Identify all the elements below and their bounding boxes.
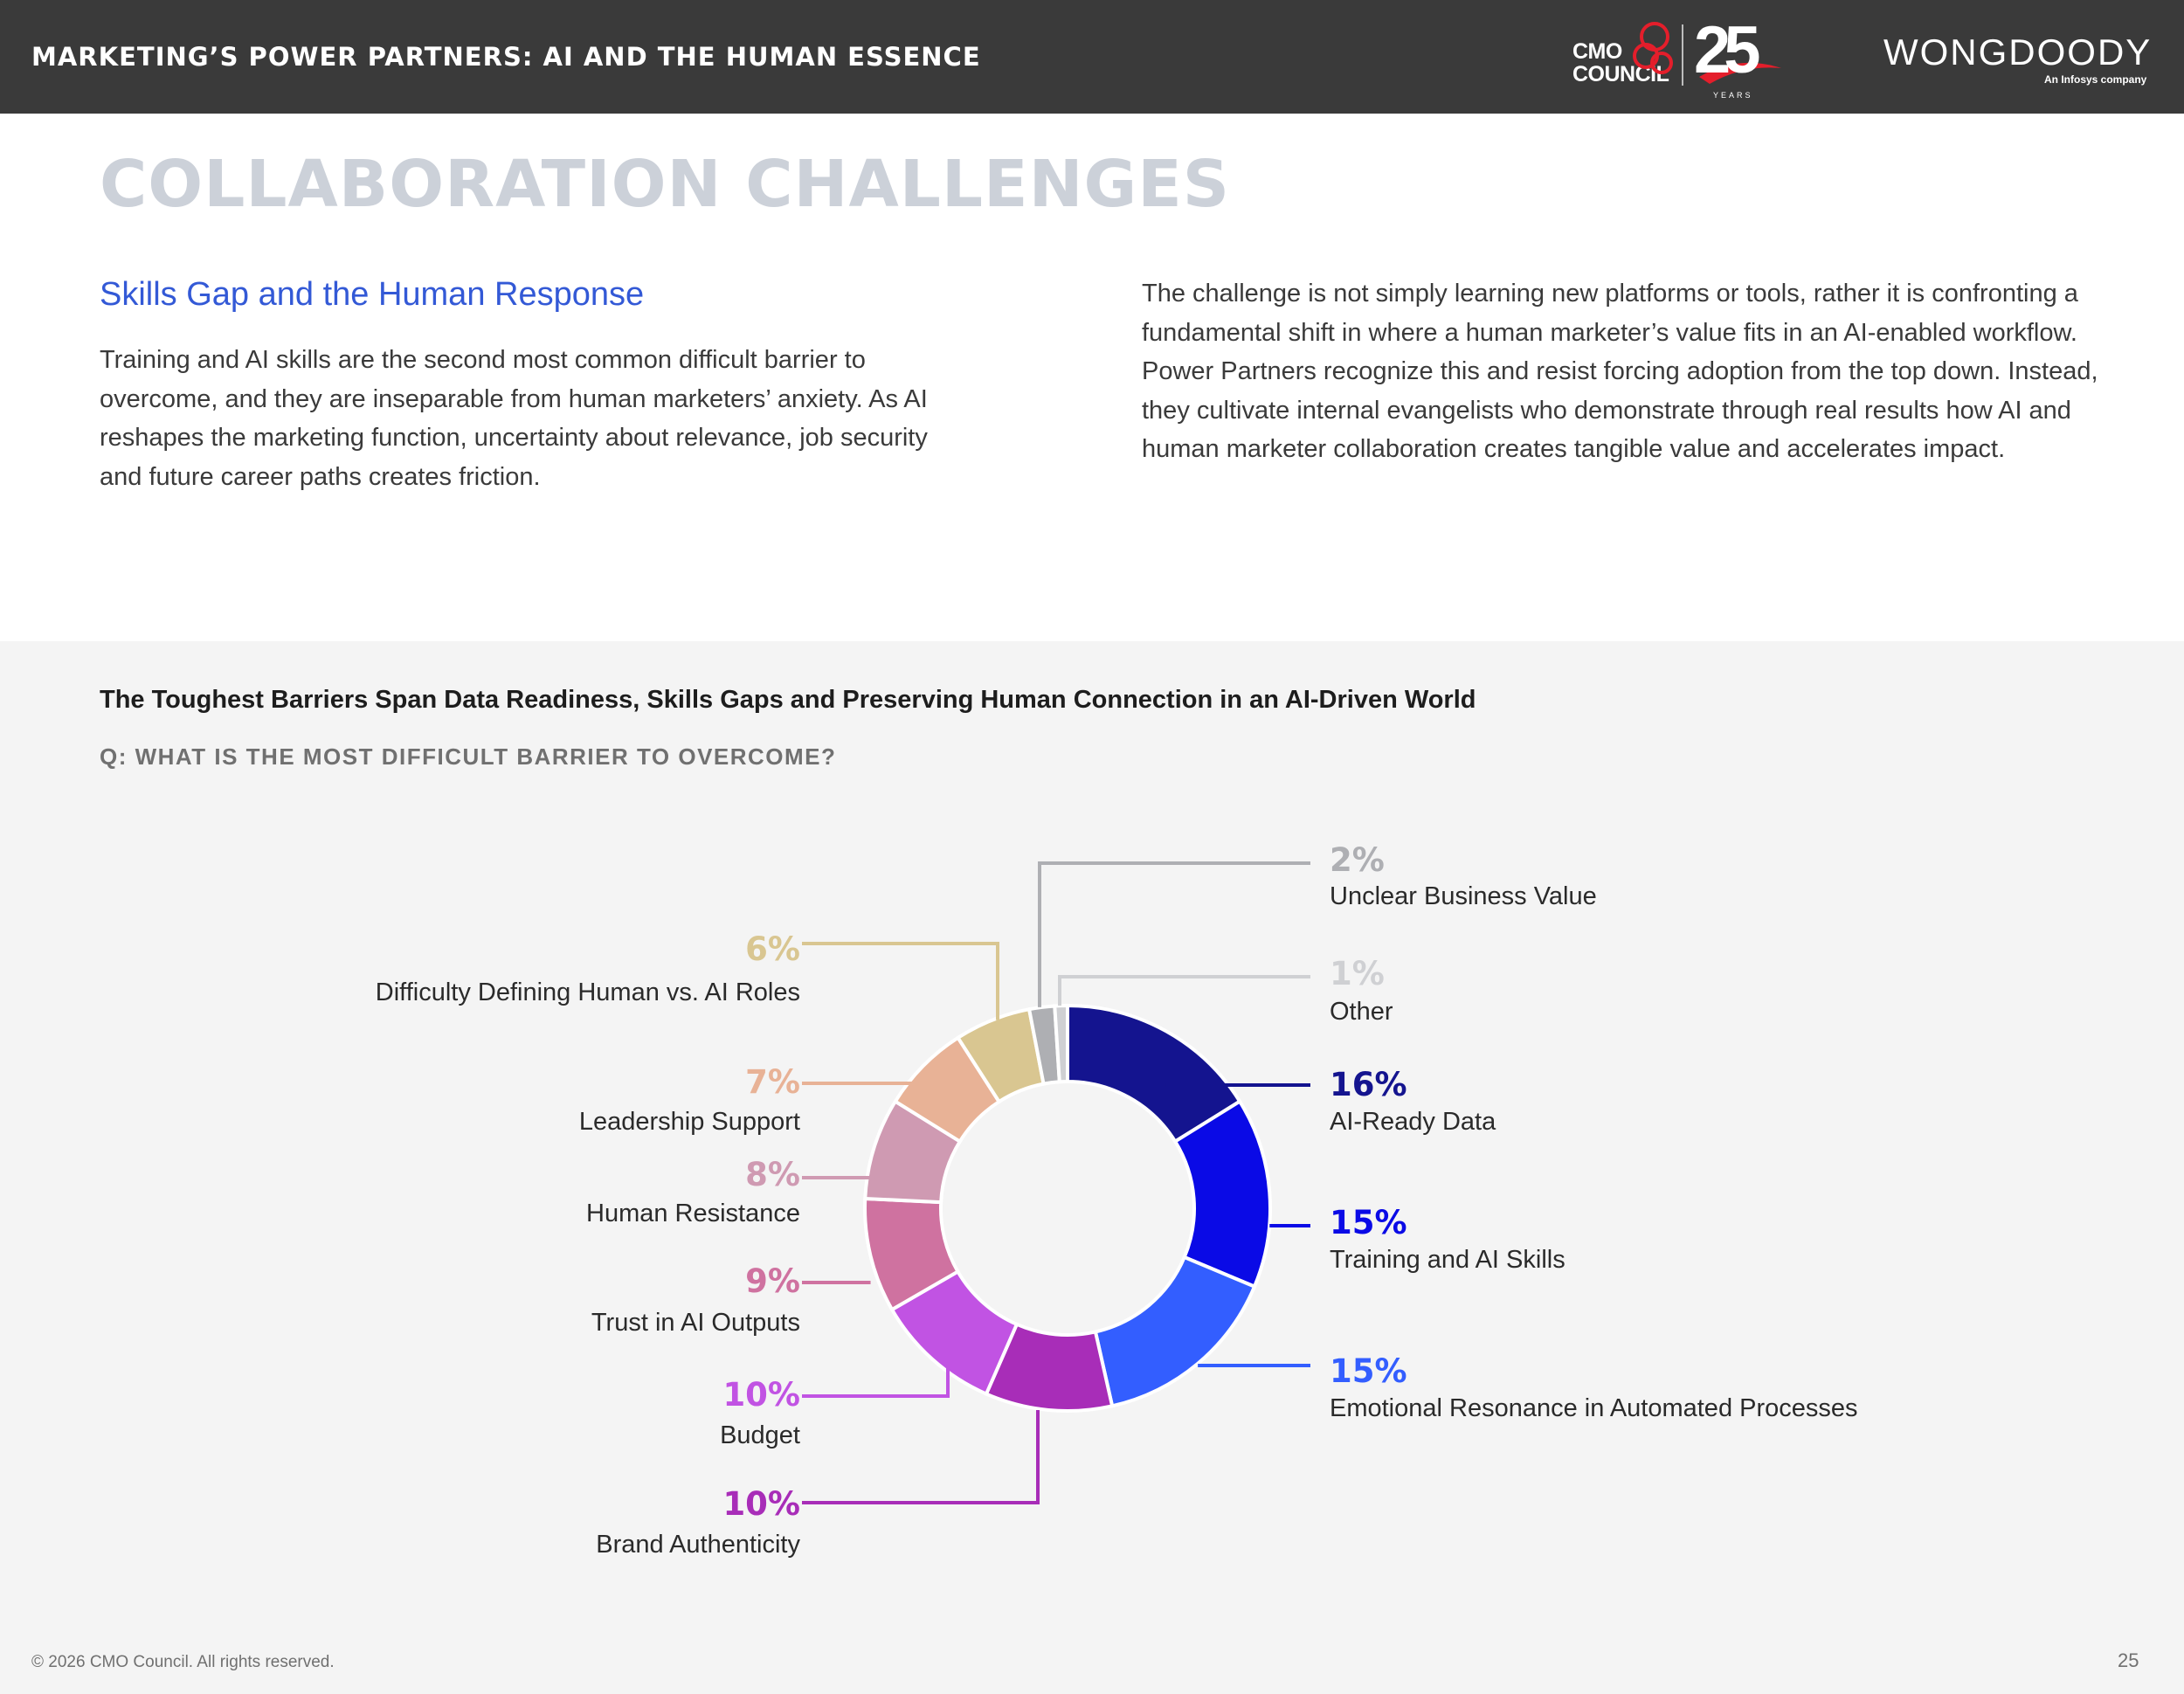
- right-paragraph: The challenge is not simply learning new…: [1142, 280, 2098, 463]
- slice-category-label: AI-Ready Data: [1330, 1108, 1496, 1136]
- slice-category-label: Emotional Resonance in Automated Process…: [1330, 1394, 1858, 1422]
- anniversary-years: YEARS: [1713, 91, 1753, 100]
- slice-category-label: Brand Authenticity: [596, 1531, 800, 1559]
- slice-percent-label: 10%: [722, 1376, 800, 1414]
- slice-percent-label: 7%: [745, 1063, 800, 1101]
- slice-category-label: Human Resistance: [586, 1200, 800, 1227]
- donut-slice-2: [1093, 1255, 1257, 1408]
- footer-copyright: © 2026 CMO Council. All rights reserved.: [31, 1653, 335, 1671]
- page-number: 25: [2118, 1649, 2139, 1671]
- document-title: MARKETING’S POWER PARTNERS: AI AND THE H…: [31, 42, 981, 72]
- slice-category-label: Trust in AI Outputs: [591, 1309, 800, 1337]
- slice-percent-label: 10%: [722, 1485, 800, 1523]
- header-bar: MARKETING’S POWER PARTNERS: AI AND THE H…: [0, 0, 2184, 114]
- slice-percent-label: 6%: [745, 930, 800, 968]
- chart-panel: [0, 641, 2184, 1694]
- leader-line-3: [802, 1409, 1040, 1504]
- swoosh-icon: [1699, 62, 1781, 84]
- wongdoody-logo: WONGDOODY: [1883, 31, 2153, 73]
- slice-category-label: Difficulty Defining Human vs. AI Roles: [375, 978, 800, 1006]
- slice-percent-label: 8%: [745, 1156, 800, 1193]
- donut-slice-10: [1053, 1003, 1069, 1084]
- slice-percent-label: 16%: [1330, 1066, 1407, 1103]
- slice-percent-label: 1%: [1330, 955, 1385, 992]
- wongdoody-tagline: An Infosys company: [2044, 73, 2147, 86]
- cmo-council-logo: CMO COUNCIL: [1572, 21, 1686, 91]
- chart-question: Q: WHAT IS THE MOST DIFFICULT BARRIER TO…: [100, 743, 837, 770]
- slice-percent-label: 9%: [745, 1262, 800, 1300]
- leader-line-10: [1058, 975, 1310, 1006]
- slice-category-label: Unclear Business Value: [1330, 882, 1597, 910]
- slice-percent-label: 2%: [1330, 841, 1385, 879]
- slice-percent-label: 15%: [1330, 1204, 1407, 1241]
- leader-line-8: [802, 942, 999, 1020]
- leader-line-4: [802, 1359, 950, 1398]
- page-heading: COLLABORATION CHALLENGES: [100, 147, 1231, 222]
- slice-category-label: Leadership Support: [578, 1108, 800, 1136]
- slice-percent-label: 15%: [1330, 1352, 1407, 1390]
- anniversary-logo: 25 YEARS: [1690, 13, 1787, 103]
- leader-line-9: [1038, 861, 1310, 1007]
- cmo-logo-line1: CMO: [1572, 39, 1622, 64]
- left-paragraph: Training and AI skills are the second mo…: [100, 346, 928, 491]
- cmo-mark-icon: [1633, 22, 1673, 74]
- slice-category-label: Training and AI Skills: [1330, 1246, 1565, 1274]
- logo-divider: [1682, 24, 1683, 86]
- slice-category-label: Budget: [720, 1421, 800, 1449]
- anniversary-number: 25: [1694, 13, 1760, 87]
- slice-category-label: Other: [1330, 998, 1393, 1026]
- chart-title: The Toughest Barriers Span Data Readines…: [100, 686, 1476, 714]
- section-subheading: Skills Gap and the Human Response: [100, 276, 645, 313]
